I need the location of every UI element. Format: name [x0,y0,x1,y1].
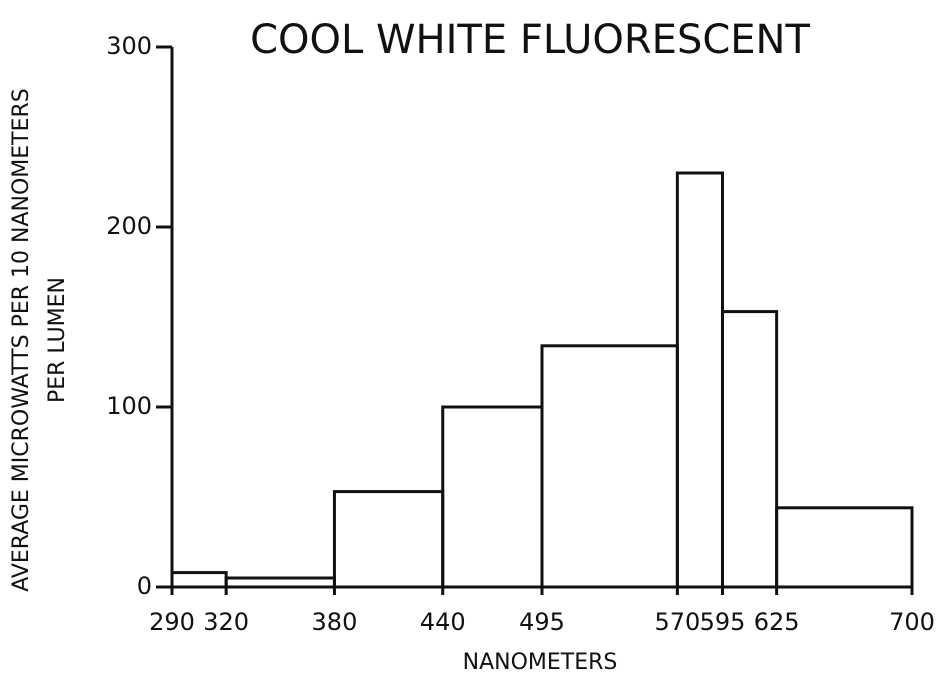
y-tick-label: 200 [106,212,152,240]
bar [775,506,914,589]
x-tick-label: 320 [203,608,249,636]
y-tick-label: 100 [106,392,152,420]
x-tick-label: 625 [754,608,800,636]
bar [332,490,445,589]
x-tick-label: 595 [700,608,746,636]
y-axis-label: PER LUMEN [45,277,70,403]
y-axis-label: AVERAGE MICROWATTS PER 10 NANOMETERS [9,88,34,592]
bar [170,571,228,589]
x-tick-label: 290 [149,608,195,636]
x-tick-label: 495 [519,608,565,636]
bar [540,344,679,589]
x-axis-label: NANOMETERS [463,650,618,675]
bar [675,171,724,589]
y-tick-label: 0 [137,572,152,600]
chart-title: COOL WHITE FLUORESCENT [250,17,810,63]
x-tick-label: 700 [889,608,935,636]
x-tick-label: 380 [312,608,358,636]
y-tick-label: 300 [106,32,152,60]
bar [720,310,779,589]
x-tick-label: 440 [420,608,466,636]
x-tick-label: 570 [654,608,700,636]
bar [441,405,544,589]
